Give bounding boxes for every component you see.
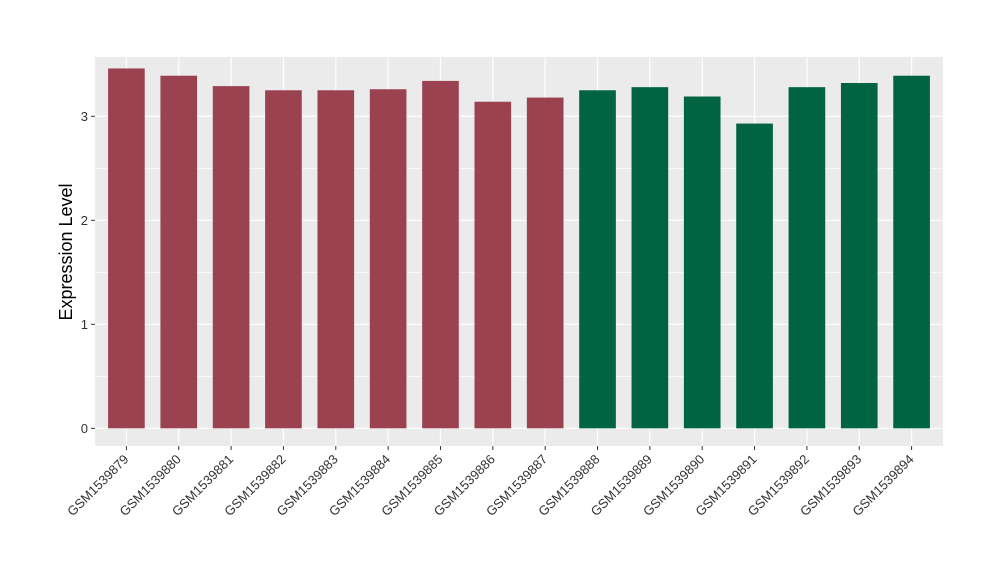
y-tick-label: 3 bbox=[81, 109, 88, 124]
bar-GSM1539879 bbox=[108, 68, 145, 429]
bar-GSM1539884 bbox=[369, 89, 407, 429]
bar-GSM1539886 bbox=[474, 101, 512, 429]
bar-GSM1539889 bbox=[631, 87, 669, 429]
bar-GSM1539891 bbox=[736, 123, 773, 429]
y-axis: 0 1 2 3 bbox=[81, 109, 95, 436]
bar-GSM1539888 bbox=[579, 90, 616, 429]
bar-GSM1539883 bbox=[317, 90, 355, 429]
x-axis: GSM1539879GSM1539880GSM1539881GSM1539882… bbox=[64, 446, 917, 519]
bar-GSM1539892 bbox=[788, 87, 826, 429]
y-tick-label: 0 bbox=[81, 421, 88, 436]
bar-GSM1539881 bbox=[212, 86, 250, 429]
bar-GSM1539894 bbox=[893, 75, 930, 429]
y-tick-label: 1 bbox=[81, 317, 88, 332]
bar-GSM1539887 bbox=[526, 97, 564, 429]
y-tick-label: 2 bbox=[81, 213, 88, 228]
bar-GSM1539890 bbox=[683, 96, 721, 429]
bars bbox=[108, 68, 930, 429]
bar-GSM1539893 bbox=[840, 83, 878, 429]
y-axis-title: Expression Level bbox=[56, 183, 76, 320]
bar-GSM1539882 bbox=[265, 90, 302, 429]
bar-GSM1539880 bbox=[160, 75, 198, 429]
bar-GSM1539885 bbox=[422, 80, 459, 429]
